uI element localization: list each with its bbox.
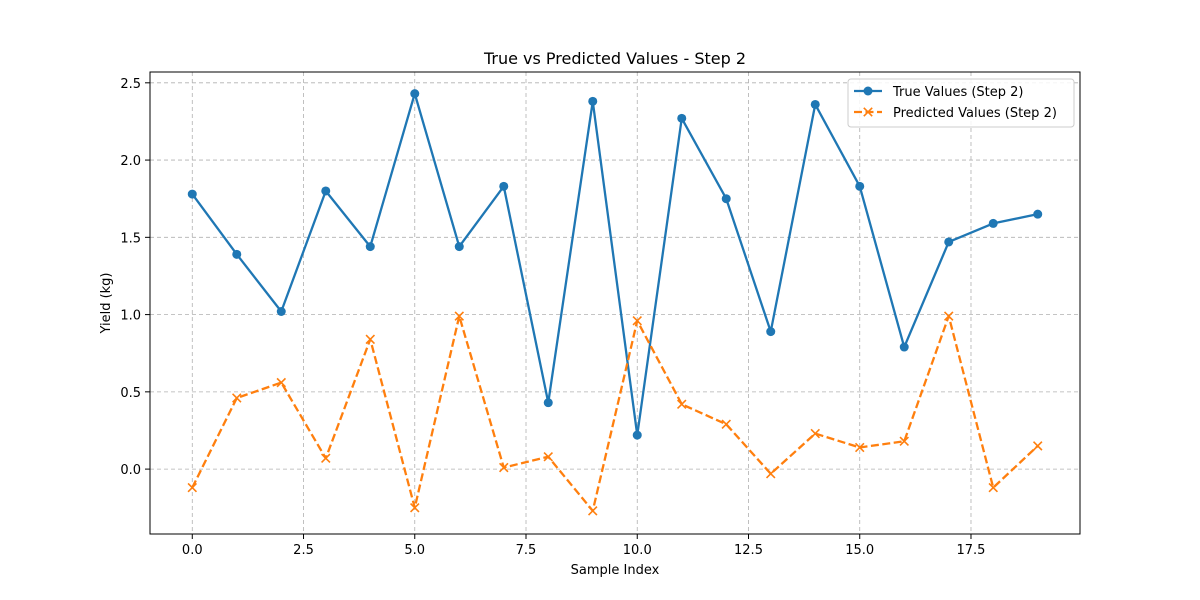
legend-marker (863, 86, 873, 96)
data-point (321, 186, 331, 196)
data-point (721, 194, 731, 204)
data-point (587, 506, 598, 516)
x-tick-label: 7.5 (516, 543, 537, 558)
data-point (454, 242, 464, 252)
data-point (187, 189, 197, 199)
data-point (1032, 441, 1043, 451)
data-point (810, 99, 820, 109)
data-point (232, 393, 242, 403)
data-point (1033, 209, 1043, 219)
y-tick-label: 1.5 (120, 231, 141, 246)
data-point (276, 306, 286, 316)
data-point (810, 428, 821, 439)
series-line (191, 92, 1038, 437)
legend-entry: Predicted Values (Step 2) (854, 106, 1057, 121)
series-line (191, 314, 1039, 512)
data-point (232, 249, 242, 259)
chart-title: True vs Predicted Values - Step 2 (483, 49, 746, 68)
x-tick-label: 12.5 (734, 543, 763, 558)
data-point (988, 218, 998, 228)
data-point (765, 468, 776, 479)
series-2 (187, 311, 1043, 516)
legend: True Values (Step 2) Predicted Values (St… (847, 78, 1075, 128)
y-tick-label: 2.5 (120, 77, 141, 92)
x-tick-label: 2.5 (293, 543, 314, 558)
series-layer (187, 89, 1043, 516)
data-point (543, 451, 554, 462)
legend-marker (863, 107, 873, 117)
legend-label: True Values (Step 2) (892, 85, 1024, 100)
data-point (320, 453, 331, 464)
data-point (187, 482, 198, 493)
legend-entry: True Values (Step 2) (854, 85, 1024, 100)
data-point (454, 311, 465, 321)
x-tick-label: 0.0 (182, 543, 203, 558)
data-point (365, 242, 375, 252)
y-tick-label: 1.0 (120, 309, 141, 324)
data-point (721, 419, 732, 430)
data-point (410, 89, 420, 99)
data-point (899, 342, 909, 352)
y-tick-label: 2.0 (120, 154, 141, 169)
data-point (365, 334, 376, 345)
plot-frame (149, 71, 1081, 535)
y-tick-label: 0.5 (120, 386, 141, 401)
y-tick-label: 0.0 (120, 463, 141, 478)
x-tick-label: 5.0 (404, 543, 425, 558)
x-axis-label: Sample Index (571, 563, 660, 578)
series-1 (187, 89, 1043, 440)
data-point (943, 311, 954, 321)
data-point (543, 398, 553, 408)
x-tick-label: 15.0 (845, 543, 874, 558)
data-point (766, 327, 776, 337)
legend-label: Predicted Values (Step 2) (893, 106, 1057, 121)
data-point (899, 436, 910, 447)
data-point (854, 442, 865, 453)
legend-box (847, 78, 1075, 128)
data-point (855, 181, 865, 191)
data-point (676, 399, 687, 409)
ticks: 0.0 2.5 5.0 7.5 10.0 12.5 15.0 17.5 0.0 0.5 1.0 1.5… (120, 77, 985, 558)
data-point (588, 96, 598, 106)
y-axis-label: Yield (kg) (99, 272, 114, 334)
data-point (409, 502, 420, 513)
data-point (632, 430, 642, 440)
data-point (632, 316, 643, 326)
data-point (499, 181, 509, 191)
data-point (498, 462, 509, 473)
data-point (276, 377, 287, 388)
grid (150, 72, 1080, 534)
data-point (677, 113, 687, 123)
data-point (988, 482, 998, 493)
data-point (944, 237, 954, 247)
x-tick-label: 10.0 (623, 543, 652, 558)
x-tick-label: 17.5 (957, 543, 986, 558)
